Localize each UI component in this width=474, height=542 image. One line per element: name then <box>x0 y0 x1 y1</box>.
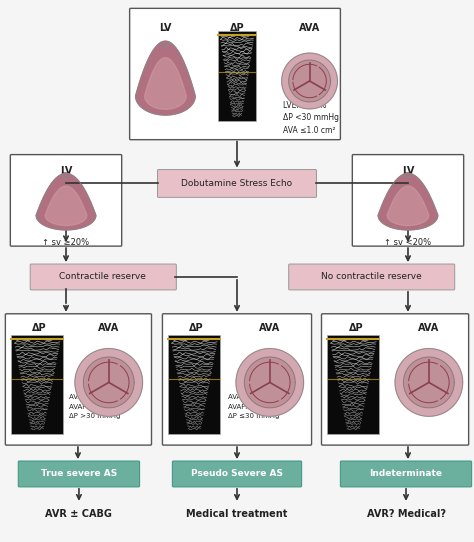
Text: AVA: AVA <box>98 322 119 333</box>
Bar <box>328 334 379 434</box>
Text: Dobutamine Stress Echo: Dobutamine Stress Echo <box>182 179 292 188</box>
Bar <box>218 31 256 121</box>
FancyBboxPatch shape <box>129 8 340 140</box>
Text: LV: LV <box>60 165 72 176</box>
FancyBboxPatch shape <box>352 154 464 246</box>
Polygon shape <box>282 53 337 109</box>
Bar <box>11 334 63 434</box>
Text: AVA: AVA <box>299 23 320 33</box>
Text: AVA >1.2 cm²
AVAProj >1.0 cm²
ΔP ≤30 mmHg: AVA >1.2 cm² AVAProj >1.0 cm² ΔP ≤30 mmH… <box>228 395 290 419</box>
Text: No contractile reserve: No contractile reserve <box>321 273 421 281</box>
Bar <box>168 334 220 434</box>
FancyBboxPatch shape <box>321 314 469 445</box>
Polygon shape <box>395 349 463 416</box>
Polygon shape <box>387 186 429 225</box>
Polygon shape <box>45 186 87 225</box>
FancyBboxPatch shape <box>18 461 139 487</box>
Polygon shape <box>36 173 96 230</box>
Polygon shape <box>145 57 186 109</box>
FancyBboxPatch shape <box>173 461 301 487</box>
Text: ΔP: ΔP <box>230 23 244 33</box>
Text: LV: LV <box>402 165 414 176</box>
Text: Indeterminate: Indeterminate <box>370 469 443 479</box>
Text: AVR ± CABG: AVR ± CABG <box>46 509 112 519</box>
Text: LVEF <40%
ΔP <30 mmHg
AVA ≤1.0 cm²: LVEF <40% ΔP <30 mmHg AVA ≤1.0 cm² <box>283 101 339 135</box>
FancyBboxPatch shape <box>340 461 472 487</box>
Text: LV: LV <box>159 23 172 33</box>
Polygon shape <box>245 357 295 408</box>
Polygon shape <box>289 60 330 102</box>
Text: AVR? Medical?: AVR? Medical? <box>366 509 446 519</box>
Polygon shape <box>403 357 454 408</box>
Text: ↑ sv <20%: ↑ sv <20% <box>384 238 431 247</box>
Polygon shape <box>378 173 438 230</box>
Text: AVA ≤1.2 cm²
AVAProj ≤1.0 cm²
ΔP >30 mmHg: AVA ≤1.2 cm² AVAProj ≤1.0 cm² ΔP >30 mmH… <box>69 395 130 419</box>
FancyBboxPatch shape <box>157 170 317 197</box>
FancyBboxPatch shape <box>289 264 455 290</box>
Text: Contractile reserve: Contractile reserve <box>59 273 146 281</box>
Text: ΔP: ΔP <box>32 322 46 333</box>
Text: ΔP: ΔP <box>349 322 364 333</box>
Text: AVA: AVA <box>259 322 281 333</box>
Text: Medical treatment: Medical treatment <box>186 509 288 519</box>
Polygon shape <box>75 349 143 416</box>
Text: ΔP: ΔP <box>189 322 203 333</box>
FancyBboxPatch shape <box>30 264 176 290</box>
Polygon shape <box>83 357 134 408</box>
FancyBboxPatch shape <box>10 154 122 246</box>
FancyBboxPatch shape <box>163 314 311 445</box>
Text: Pseudo Severe AS: Pseudo Severe AS <box>191 469 283 479</box>
Text: ↑ sv ≥20%: ↑ sv ≥20% <box>43 238 90 247</box>
Text: AVA: AVA <box>418 322 439 333</box>
Polygon shape <box>136 41 195 115</box>
Polygon shape <box>236 349 304 416</box>
FancyBboxPatch shape <box>5 314 152 445</box>
Text: True severe AS: True severe AS <box>41 469 117 479</box>
